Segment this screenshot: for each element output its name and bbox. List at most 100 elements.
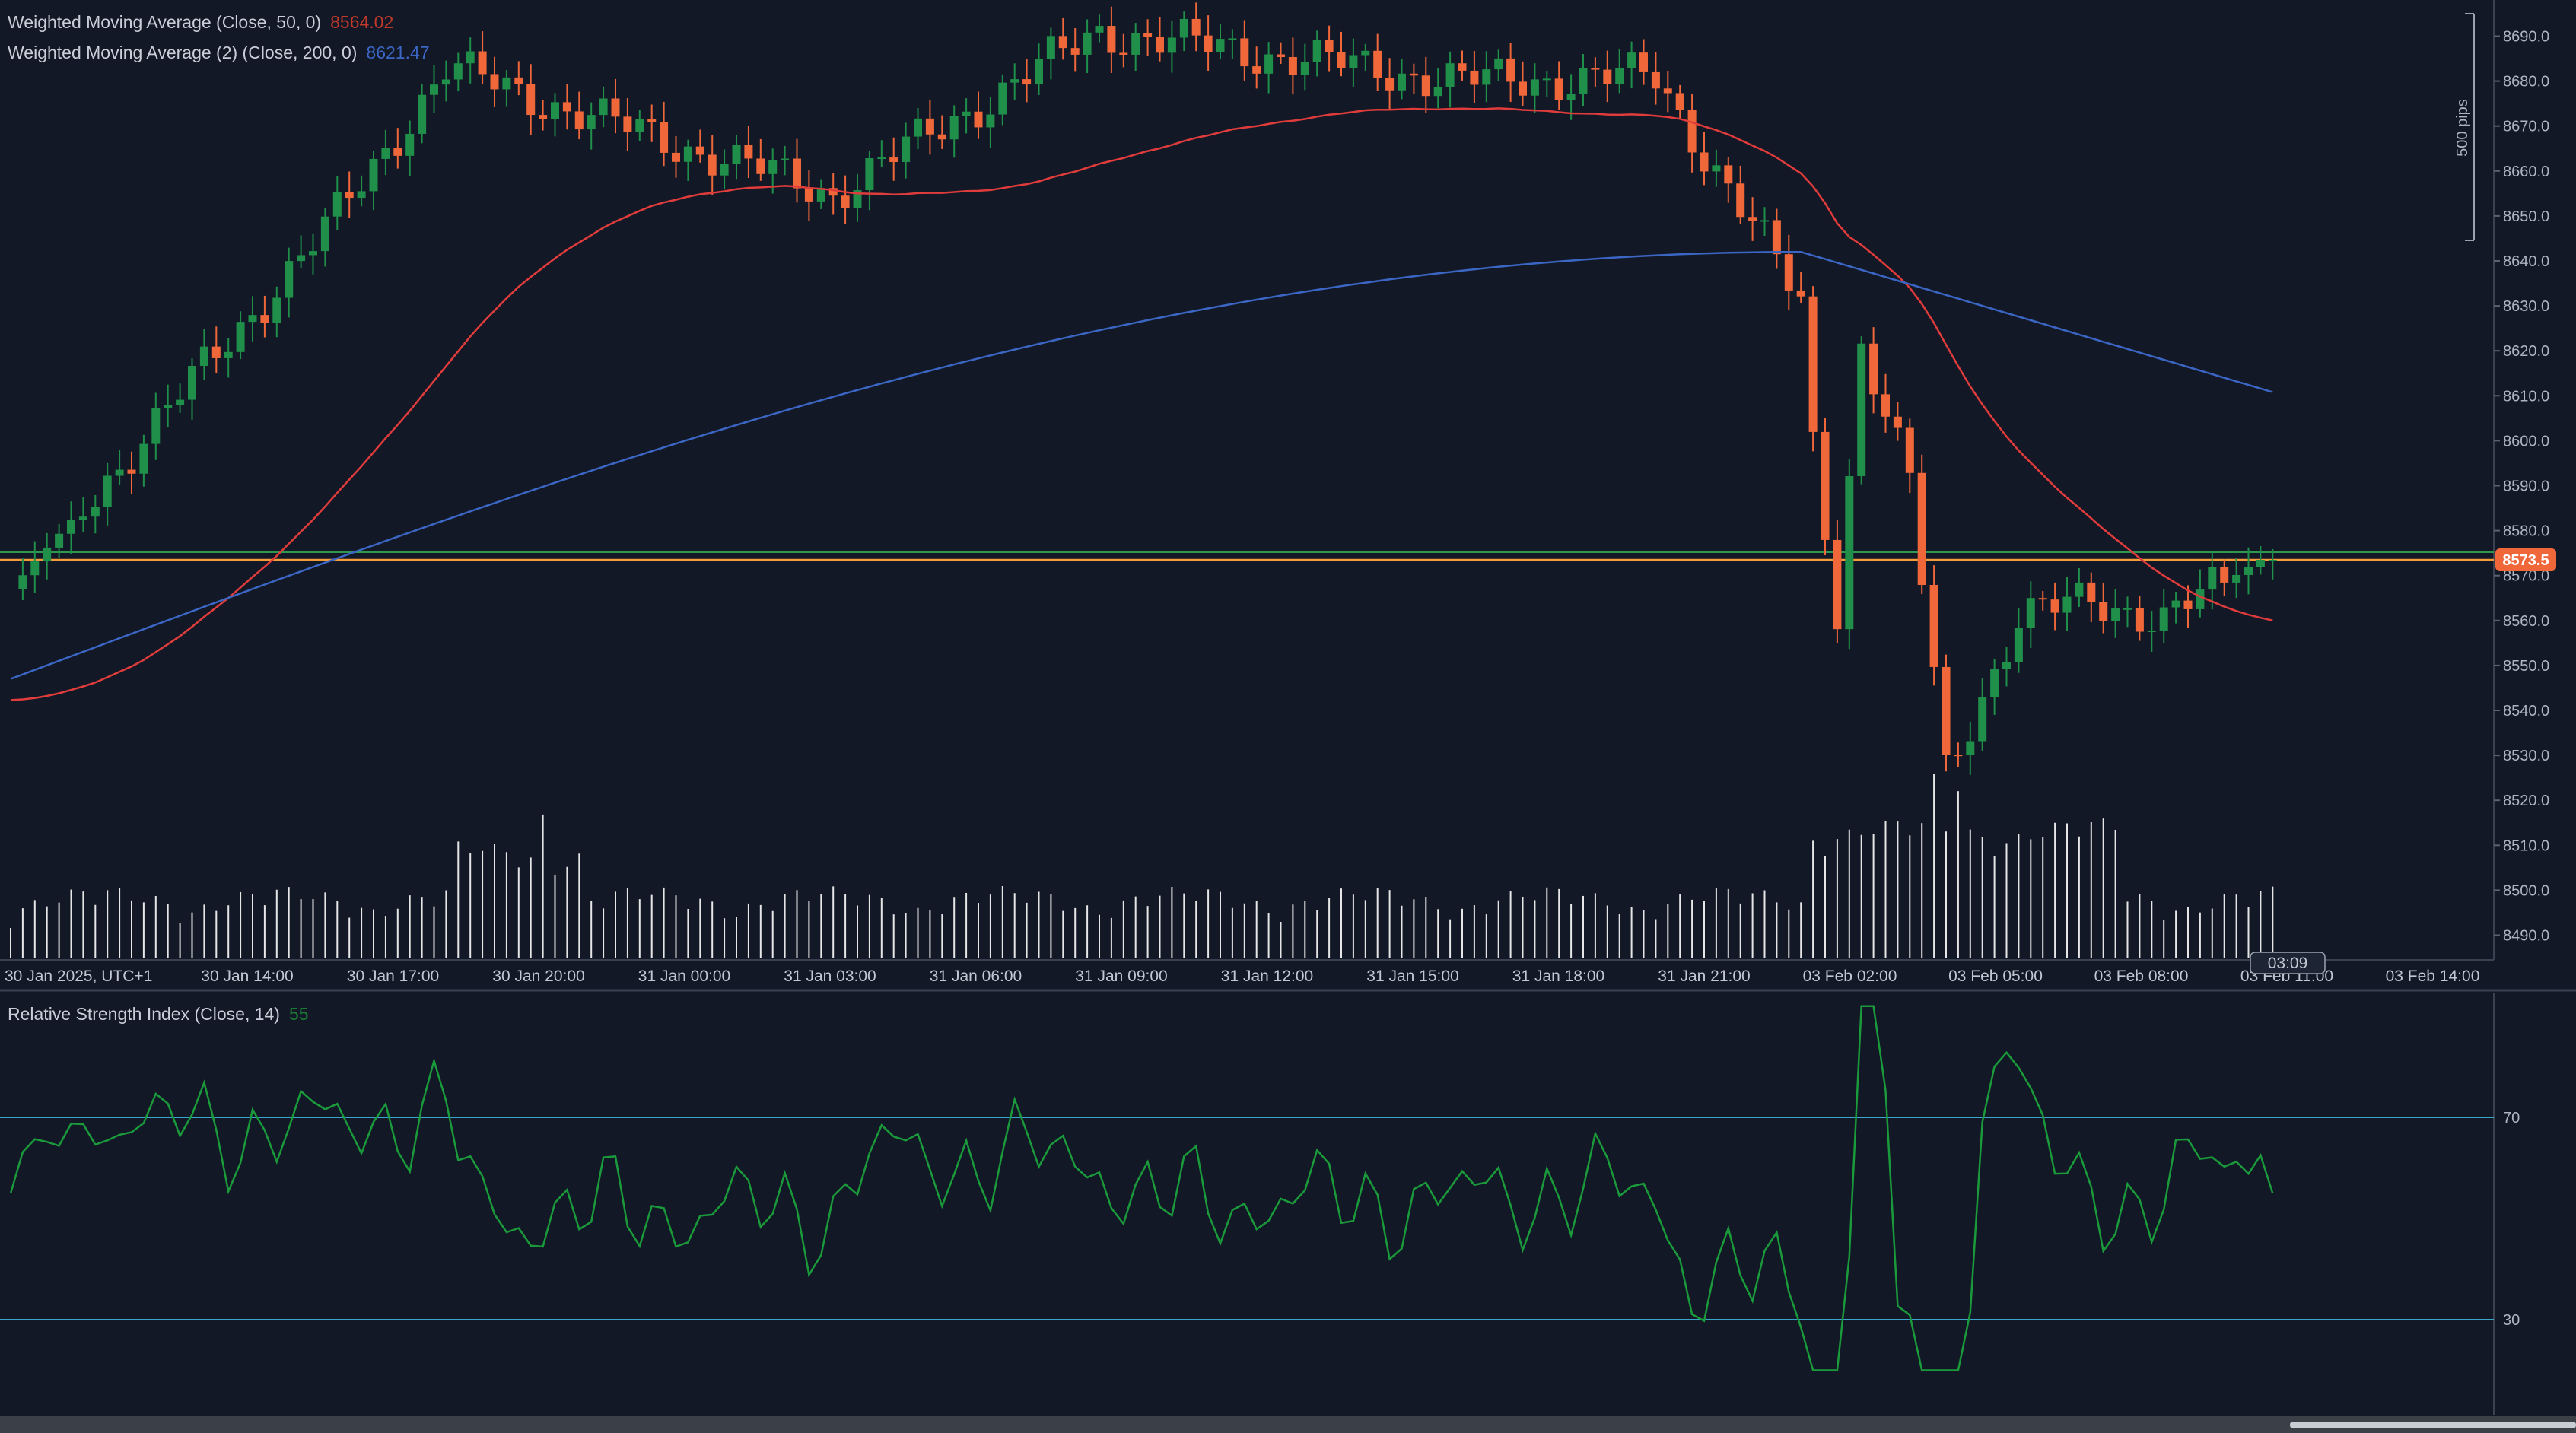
candle-body: [369, 158, 378, 192]
candle-body: [902, 136, 911, 163]
candle-body: [539, 115, 548, 119]
candle-body: [1651, 71, 1660, 89]
price-tick-label: 8520.0: [2503, 793, 2549, 809]
candle-body: [2256, 560, 2265, 567]
candle-body: [2038, 598, 2047, 600]
price-tick-label: 8500.0: [2503, 882, 2549, 899]
candle-body: [1627, 52, 1636, 68]
candle-body: [490, 74, 499, 90]
price-tick-label: 8580.0: [2503, 523, 2549, 540]
price-tick-label: 8530.0: [2503, 748, 2549, 764]
timer-badge: [2250, 952, 2326, 974]
candle-body: [1312, 40, 1321, 62]
candle-body: [2014, 628, 2023, 662]
rsi-level-label: 70: [2503, 1110, 2520, 1126]
candle-body: [877, 157, 886, 160]
pips-ruler[interactable]: 500 pips: [2454, 13, 2475, 241]
time-tick-label: 31 Jan 06:00: [930, 968, 1022, 985]
candle-body: [1482, 69, 1491, 85]
time-tick-label: 31 Jan 15:00: [1366, 968, 1458, 985]
candle-body: [1095, 26, 1104, 33]
candle-body: [1167, 37, 1176, 53]
candle-body: [1917, 472, 1926, 585]
price-tick-label: 8610.0: [2503, 388, 2549, 405]
candle-body: [1179, 18, 1188, 38]
candle-body: [889, 157, 898, 163]
candle-body: [1905, 427, 1914, 473]
candle-body: [1204, 35, 1213, 52]
candle-body: [357, 191, 366, 199]
candle-body: [1796, 290, 1805, 297]
price-tick-label: 8670.0: [2503, 119, 2549, 135]
time-tick-label: 30 Jan 20:00: [492, 968, 584, 985]
candle-body: [1070, 48, 1080, 55]
candle-body: [514, 77, 523, 84]
time-tick-label: 31 Jan 12:00: [1221, 968, 1313, 985]
candle-body: [332, 192, 342, 217]
candle-body: [1978, 697, 1987, 742]
candle-body: [1035, 59, 1043, 85]
legend-wma50[interactable]: Weighted Moving Average (Close, 50, 0) 85…: [8, 12, 393, 33]
legend-wma200-value: 8621.47: [366, 43, 430, 62]
scrollbar-thumb[interactable]: [2290, 1422, 2576, 1428]
candle-body: [393, 148, 402, 156]
candle-body: [1833, 539, 1842, 630]
candle-body: [526, 84, 536, 116]
time-tick-label: 31 Jan 09:00: [1075, 968, 1167, 985]
price-tick-label: 8680.0: [2503, 74, 2549, 91]
candle-body: [1156, 37, 1164, 53]
candle-body: [1409, 73, 1418, 76]
moving-averages: [10, 107, 2273, 701]
legend-rsi-label: Relative Strength Index (Close, 14): [8, 1004, 280, 1024]
candle-body: [139, 443, 148, 474]
candle-body: [865, 157, 874, 191]
candle-body: [1373, 50, 1382, 78]
candle-body: [188, 366, 196, 400]
time-tick-label: 31 Jan 00:00: [638, 968, 730, 985]
wma50-line: [10, 107, 2273, 701]
candle-body: [611, 98, 620, 117]
candle-body: [2147, 630, 2156, 632]
candle-body: [1736, 183, 1745, 218]
candle-body: [1603, 69, 1612, 84]
price-tick-label: 8570.0: [2503, 568, 2549, 585]
candle-body: [127, 469, 136, 474]
price-lines: [0, 551, 2494, 561]
candle-body: [1083, 32, 1092, 55]
candle-body: [441, 79, 450, 85]
candle-body: [2183, 600, 2193, 609]
candle-body: [599, 98, 608, 116]
candle-body: [828, 188, 838, 196]
price-tick-label: 8660.0: [2503, 164, 2549, 180]
candle-body: [1663, 88, 1672, 94]
candle-body: [2232, 574, 2241, 583]
candle-body: [1058, 36, 1067, 49]
candle-body: [1687, 110, 1697, 153]
candle-body: [708, 154, 717, 176]
candle-body: [562, 102, 571, 112]
candle-body: [683, 146, 692, 162]
rsi-line: [9, 1005, 2274, 1371]
candle-body: [1325, 40, 1334, 52]
candle-body: [248, 315, 257, 323]
candle-body: [2075, 582, 2084, 597]
candle-body: [1494, 58, 1503, 70]
legend-rsi[interactable]: Relative Strength Index (Close, 14) 55: [8, 1004, 309, 1025]
time-tick-label: 31 Jan 21:00: [1658, 968, 1750, 985]
badges: 8573.5 03:09: [2250, 548, 2556, 974]
candle-body: [260, 315, 269, 323]
candle-body: [18, 575, 27, 589]
candle-body: [1942, 666, 1951, 755]
candle-body: [1143, 33, 1153, 37]
candle-body: [672, 152, 680, 162]
candle-body: [502, 77, 511, 90]
candle-body: [1566, 94, 1576, 100]
legend-wma50-label: Weighted Moving Average (Close, 50, 0): [8, 12, 322, 32]
candle-body: [2050, 599, 2059, 613]
legend-wma200[interactable]: Weighted Moving Average (2) (Close, 200,…: [8, 43, 430, 63]
scrollbar-track[interactable]: [0, 1416, 2576, 1433]
candle-body: [1954, 755, 1963, 757]
candle-body: [937, 134, 946, 140]
candle-body: [1748, 217, 1757, 221]
candle-body: [1929, 584, 1938, 667]
